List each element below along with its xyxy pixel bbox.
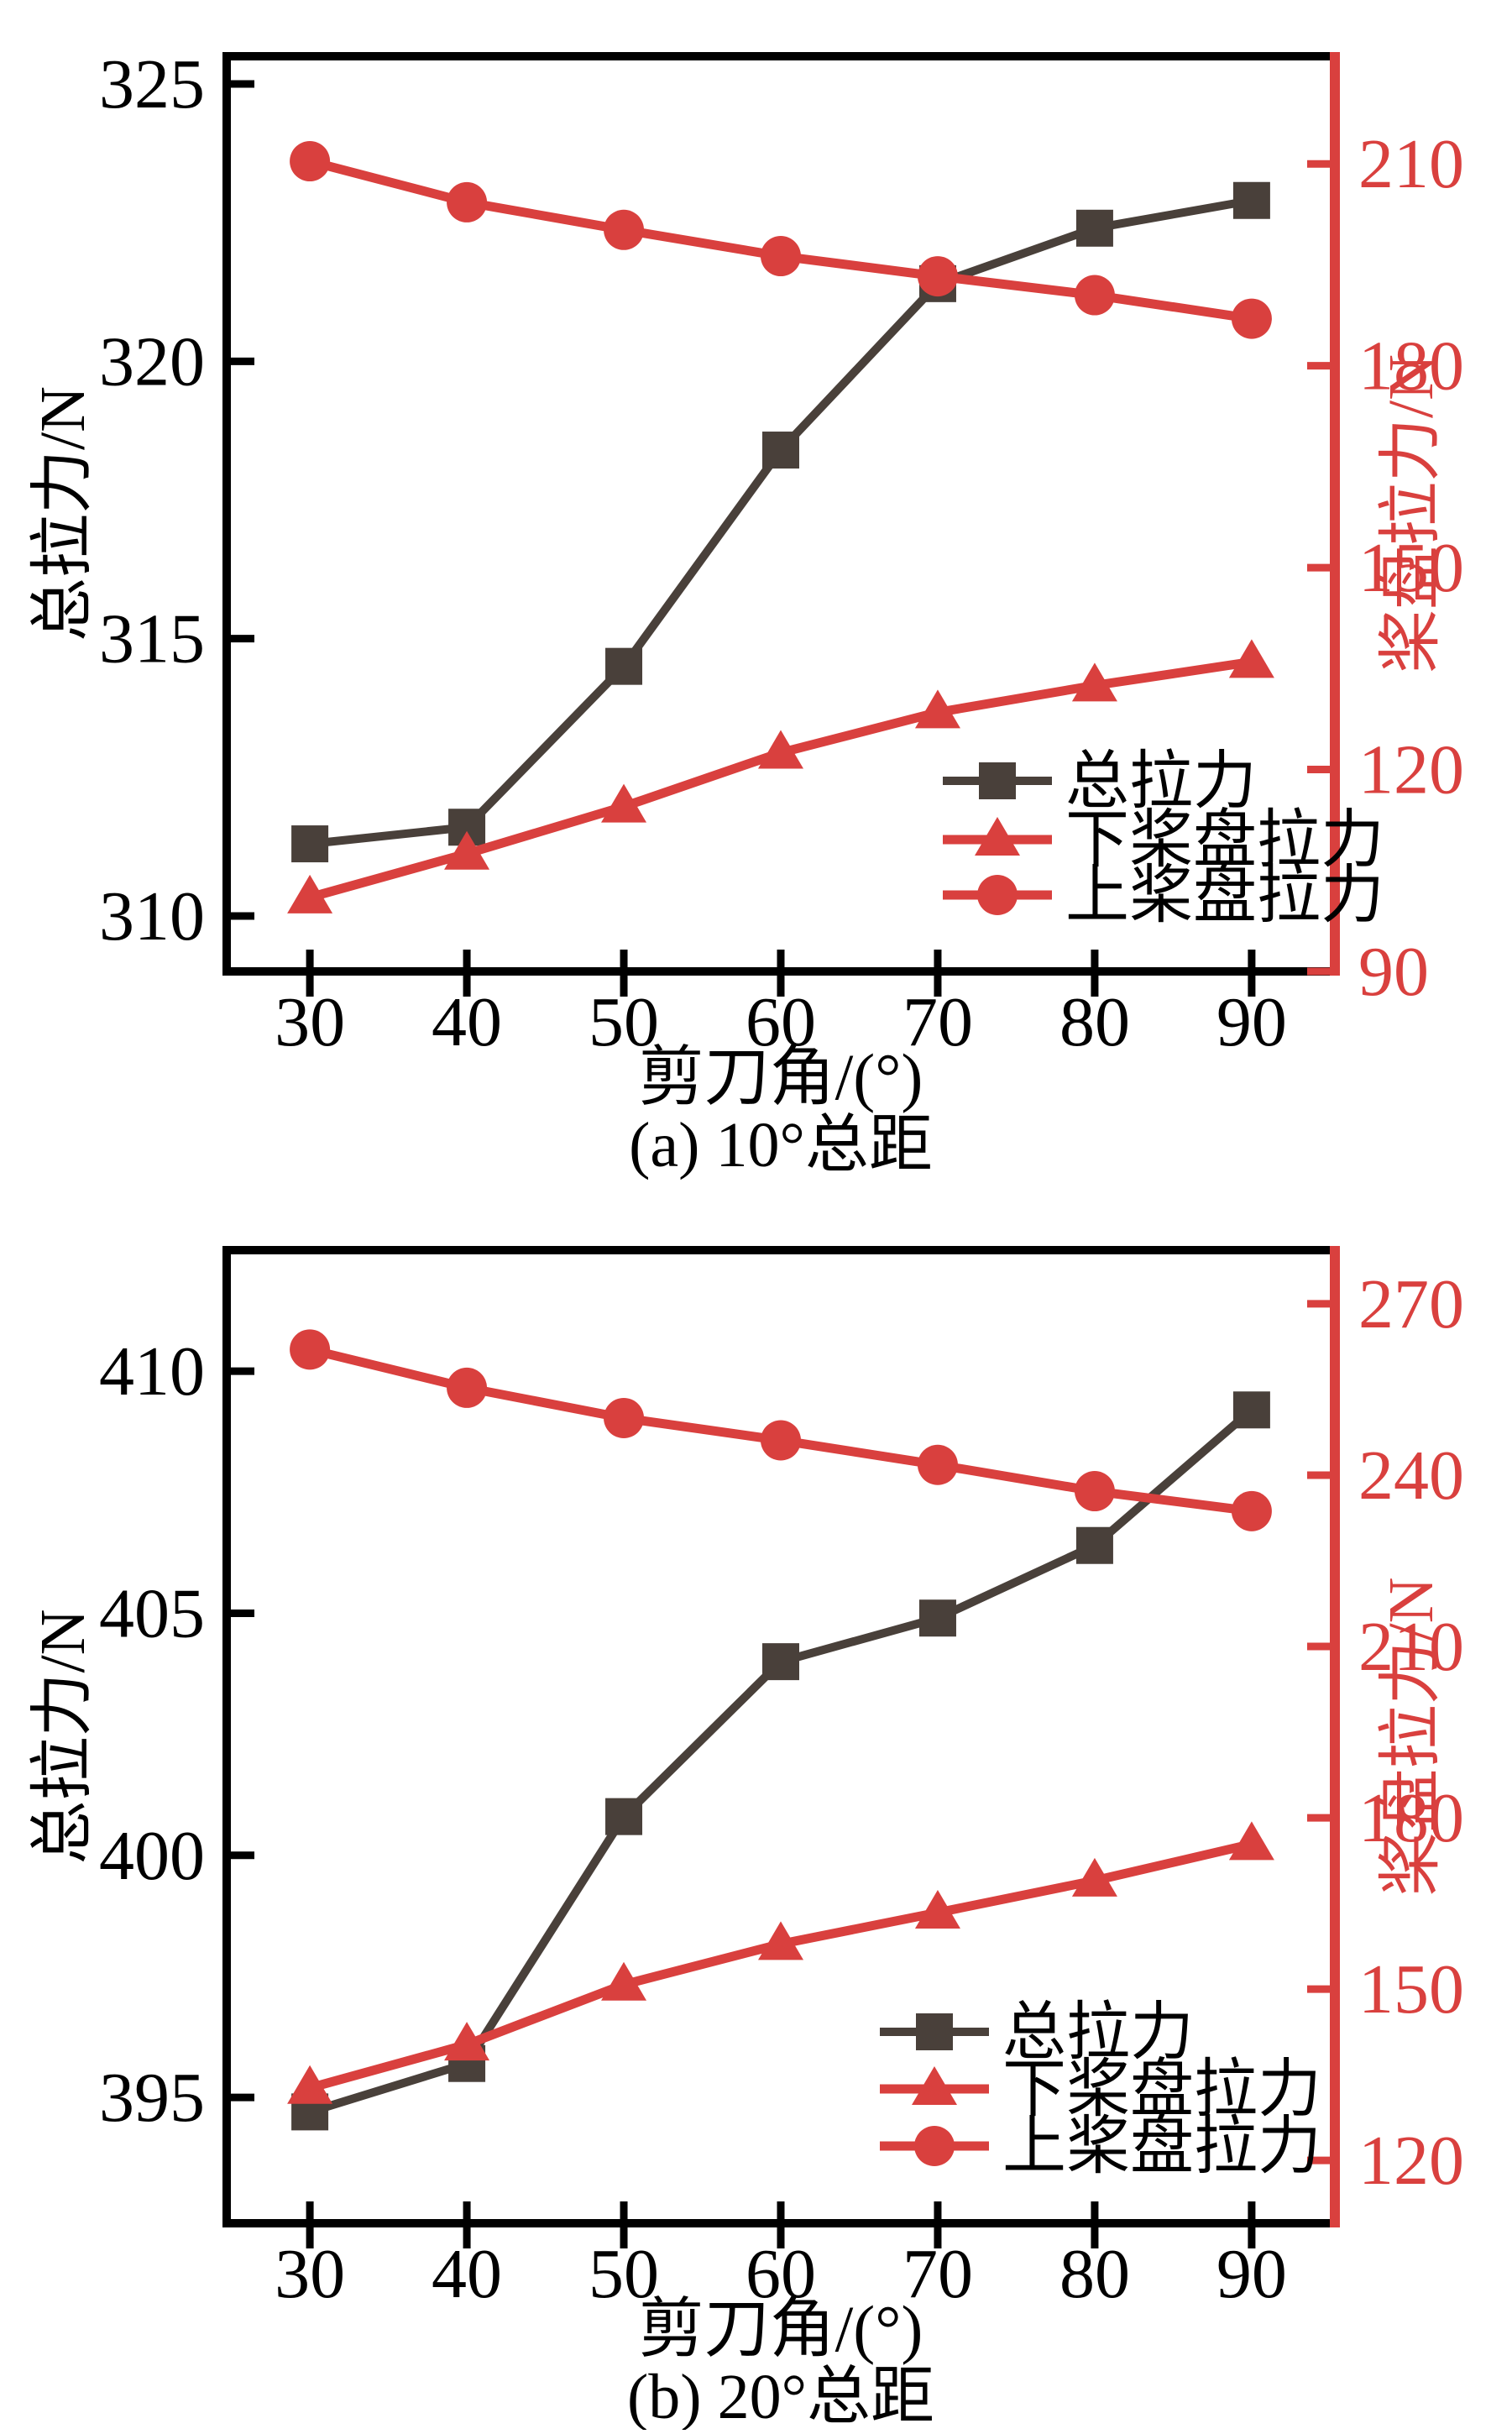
x-tick-label: 40	[432, 2235, 502, 2313]
series-marker-triangle	[758, 1921, 803, 1960]
series-marker-triangle	[601, 1961, 647, 2001]
series-marker-triangle	[287, 2065, 333, 2104]
series-marker-square	[762, 1643, 799, 1681]
x-tick-label: 50	[589, 2235, 659, 2313]
series-marker-square	[762, 432, 799, 469]
series-marker-square	[1232, 181, 1270, 219]
series-marker-circle	[447, 1367, 488, 1408]
x-axis-title: 剪刀角/(°)	[639, 1040, 923, 1113]
legend-marker-square	[916, 2013, 953, 2050]
series-marker-square	[918, 1599, 956, 1637]
x-tick-label: 30	[275, 2235, 345, 2313]
series-marker-triangle	[601, 783, 647, 823]
x-tick-label: 90	[1216, 2235, 1287, 2313]
series-marker-circle	[761, 1420, 801, 1461]
left-tick-label: 405	[99, 1574, 205, 1652]
left-tick-label: 410	[99, 1332, 205, 1411]
right-tick-label: 150	[1358, 529, 1464, 607]
legend-label: 总拉力	[1065, 746, 1257, 817]
x-axis-title: 剪刀角/(°)	[639, 2292, 923, 2365]
series-marker-circle	[1074, 275, 1115, 316]
series-marker-triangle	[914, 689, 960, 729]
series-marker-triangle	[1228, 639, 1274, 678]
x-tick-label: 40	[432, 983, 502, 1061]
series-marker-circle	[917, 1444, 958, 1485]
series-marker-square	[1075, 1526, 1113, 1564]
chart-subtitle: (b) 20°总距	[627, 2362, 934, 2430]
left-axis-title: 总拉力/N	[28, 1610, 98, 1865]
series-marker-square	[291, 825, 329, 863]
x-tick-label: 80	[1059, 2235, 1130, 2313]
series-marker-triangle	[914, 1889, 960, 1929]
legend-marker-square	[979, 762, 1016, 799]
legend-label: 上桨盘拉力	[1065, 861, 1384, 931]
x-tick-label: 30	[275, 983, 345, 1061]
series-marker-square	[1075, 209, 1113, 247]
series-marker-triangle	[287, 874, 333, 913]
left-tick-label: 395	[99, 2059, 205, 2137]
series-marker-circle	[447, 181, 488, 222]
right-tick-label: 210	[1358, 125, 1464, 203]
right-tick-label: 210	[1358, 1608, 1464, 1686]
legend-marker-circle	[977, 875, 1018, 915]
chart-a: 310 315 320 325 90 120 150 180 210 30 40 50 60 70 80 90…	[28, 45, 1464, 1180]
left-tick-label: 325	[99, 45, 205, 123]
right-tick-label: 180	[1358, 327, 1464, 406]
right-tick-label: 120	[1358, 2122, 1464, 2200]
x-tick-label: 60	[746, 2235, 816, 2313]
legend-marker-triangle	[912, 2066, 957, 2105]
series-marker-triangle	[444, 830, 490, 870]
left-tick-label: 315	[99, 600, 205, 678]
x-tick-label: 60	[746, 983, 816, 1061]
series-marker-triangle	[1071, 662, 1117, 702]
series-marker-circle	[604, 209, 645, 250]
right-tick-label: 180	[1358, 1779, 1464, 1857]
chart-b: 395 400 405 410 120 150 180 210 240 270 30 40 50 60 70…	[28, 1246, 1464, 2432]
series-marker-circle	[917, 256, 958, 297]
chart-subtitle: (a) 10°总距	[629, 1110, 933, 1180]
left-axis-title: 总拉力/N	[28, 386, 98, 641]
x-tick-label: 70	[902, 2235, 973, 2313]
x-tick-label: 70	[902, 983, 973, 1061]
legend-label: 下桨盘拉力	[1002, 2055, 1321, 2125]
series-marker-triangle	[444, 2022, 490, 2061]
series-marker-triangle	[1071, 1857, 1117, 1897]
right-tick-label: 270	[1358, 1265, 1464, 1343]
series-marker-circle	[290, 141, 331, 182]
x-tick-label: 50	[589, 983, 659, 1061]
series-marker-circle	[290, 1329, 331, 1370]
right-tick-label: 120	[1358, 731, 1464, 809]
legend-marker-circle	[914, 2126, 955, 2166]
series-marker-square	[605, 1798, 643, 1835]
legend-label: 总拉力	[1002, 1997, 1194, 2068]
series-marker-square	[605, 647, 643, 685]
series-marker-square	[1232, 1391, 1270, 1429]
right-axis-title: 桨盘拉力/N	[1376, 1578, 1447, 1897]
legend-marker-triangle	[975, 817, 1020, 856]
series-marker-circle	[761, 236, 801, 277]
series-marker-circle	[1231, 1490, 1272, 1531]
series-marker-triangle	[758, 730, 803, 769]
right-tick-label: 150	[1358, 1950, 1464, 2028]
legend-label: 下桨盘拉力	[1065, 805, 1384, 876]
left-tick-label: 400	[99, 1817, 205, 1895]
right-tick-label: 90	[1358, 933, 1429, 1011]
series-marker-circle	[604, 1397, 645, 1438]
series-marker-triangle	[1228, 1821, 1274, 1861]
x-tick-label: 90	[1216, 983, 1287, 1061]
series-marker-circle	[1074, 1471, 1115, 1512]
right-axis-title: 桨盘拉力/N	[1376, 354, 1447, 673]
left-tick-label: 320	[99, 322, 205, 400]
legend-label: 上桨盘拉力	[1002, 2112, 1321, 2182]
left-tick-label: 310	[99, 877, 205, 955]
series-marker-circle	[1231, 298, 1272, 339]
right-tick-label: 240	[1358, 1437, 1464, 1515]
x-tick-label: 80	[1059, 983, 1130, 1061]
